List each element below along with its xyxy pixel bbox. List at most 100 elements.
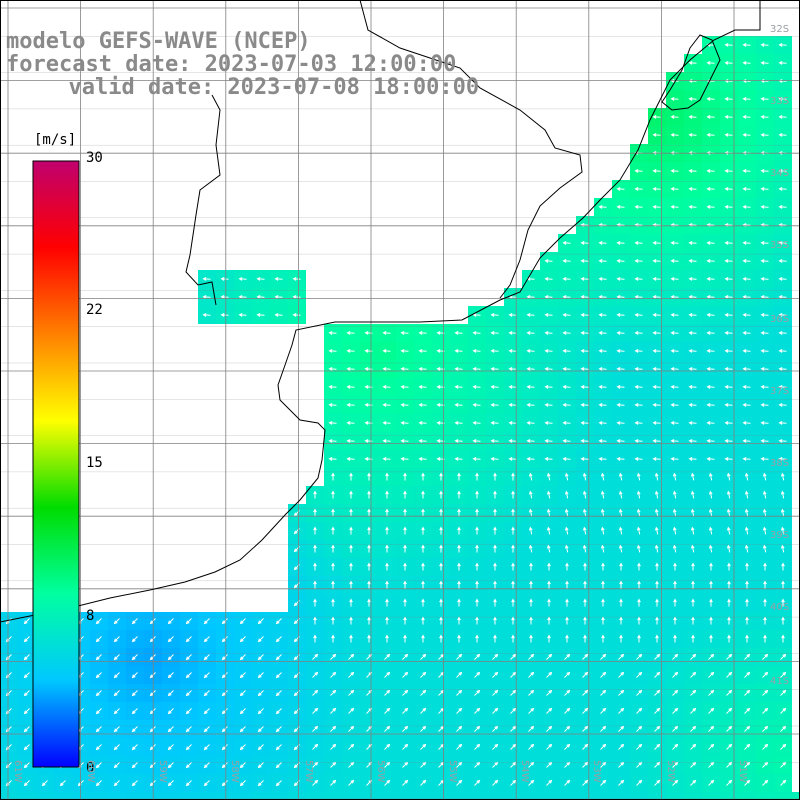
wind-arrow [457, 580, 461, 589]
wind-arrow [706, 421, 715, 425]
wind-arrow [421, 472, 425, 481]
wind-arrow [726, 725, 733, 732]
wind-arrow [421, 616, 425, 625]
wind-speed-cell [180, 792, 198, 800]
wind-arrow [616, 241, 625, 245]
wind-arrow [582, 544, 587, 553]
wind-arrow [528, 689, 535, 696]
wind-arrow [636, 544, 641, 553]
wind-arrow [688, 61, 697, 65]
wind-arrow [634, 457, 643, 461]
colorbar [32, 160, 80, 768]
wind-arrow [544, 421, 553, 425]
wind-arrow [744, 472, 749, 481]
wind-arrow [760, 457, 769, 461]
wind-arrow [400, 457, 409, 461]
wind-arrow [562, 421, 571, 425]
wind-arrow [5, 690, 12, 697]
wind-arrow [439, 634, 443, 643]
wind-arrow [526, 457, 535, 461]
wind-arrow [490, 439, 499, 443]
wind-arrow [709, 616, 713, 625]
wind-arrow [403, 634, 407, 643]
wind-arrow [113, 672, 120, 679]
wind-arrow [385, 634, 389, 643]
wind-arrow [493, 544, 497, 553]
wind-arrow [292, 313, 301, 317]
wind-arrow [547, 598, 551, 607]
wind-arrow [349, 634, 353, 643]
wind-arrow [508, 313, 517, 317]
wind-arrow [744, 743, 751, 750]
wind-arrow [385, 598, 389, 607]
wind-arrow [421, 598, 425, 607]
wind-arrow [583, 616, 587, 625]
wind-arrow [778, 367, 787, 371]
wind-arrow [706, 133, 715, 137]
wind-arrow [313, 544, 317, 553]
wind-arrow [690, 526, 695, 535]
wind-arrow [565, 616, 569, 625]
colorbar-gradient [32, 160, 80, 768]
wind-arrow [762, 544, 767, 553]
wind-arrow [598, 457, 607, 461]
wind-arrow [131, 744, 138, 751]
wind-arrow [726, 472, 731, 481]
wind-arrow [328, 385, 337, 389]
wind-arrow [780, 671, 787, 678]
wind-arrow [493, 562, 497, 571]
wind-arrow [239, 618, 246, 625]
wind-arrow [655, 580, 659, 589]
wind-arrow [511, 562, 515, 571]
wind-arrow [763, 598, 767, 607]
wind-arrow [619, 580, 623, 589]
wind-arrow [688, 385, 697, 389]
wind-arrow [547, 634, 551, 643]
wind-arrow [511, 472, 515, 481]
wind-arrow [670, 349, 679, 353]
wind-speed-cell [396, 792, 414, 800]
wind-speed-cell [198, 792, 216, 800]
wind-arrow [349, 616, 353, 625]
wind-arrow [726, 526, 731, 535]
wind-arrow [544, 277, 553, 281]
wind-arrow [744, 725, 751, 732]
wind-speed-cell [522, 792, 540, 800]
wind-arrow [185, 780, 192, 787]
wind-arrow [167, 618, 174, 625]
wind-arrow [349, 562, 353, 571]
wind-arrow [742, 385, 751, 389]
wind-arrow [418, 349, 427, 353]
wind-arrow [221, 618, 228, 625]
wind-arrow [652, 403, 661, 407]
wind-speed-cell [432, 792, 450, 800]
wind-arrow [384, 653, 391, 660]
wind-arrow [508, 457, 517, 461]
wind-arrow [402, 707, 409, 714]
wind-arrow [492, 779, 499, 786]
wind-arrow [131, 654, 138, 661]
wind-arrow [745, 598, 749, 607]
wind-arrow [493, 580, 497, 589]
wind-arrow [652, 313, 661, 317]
wind-arrow [655, 562, 659, 571]
wind-arrow [654, 779, 661, 786]
wind-arrow [619, 562, 623, 571]
wind-arrow [474, 689, 481, 696]
wind-arrow [185, 708, 192, 715]
wind-arrow [688, 331, 697, 335]
wind-arrow [257, 636, 264, 643]
wind-speed-cell [504, 792, 522, 800]
wind-arrow [724, 133, 733, 137]
wind-speed-cell [108, 792, 126, 800]
wind-arrow [257, 762, 264, 769]
wind-speed-cell [360, 792, 378, 800]
wind-arrow [762, 689, 769, 696]
wind-arrow [472, 367, 481, 371]
lon-label: 56W [375, 760, 386, 783]
wind-arrow [634, 241, 643, 245]
wind-arrow [618, 707, 625, 714]
wind-arrow [582, 725, 589, 732]
lat-label: 33S [770, 96, 790, 107]
